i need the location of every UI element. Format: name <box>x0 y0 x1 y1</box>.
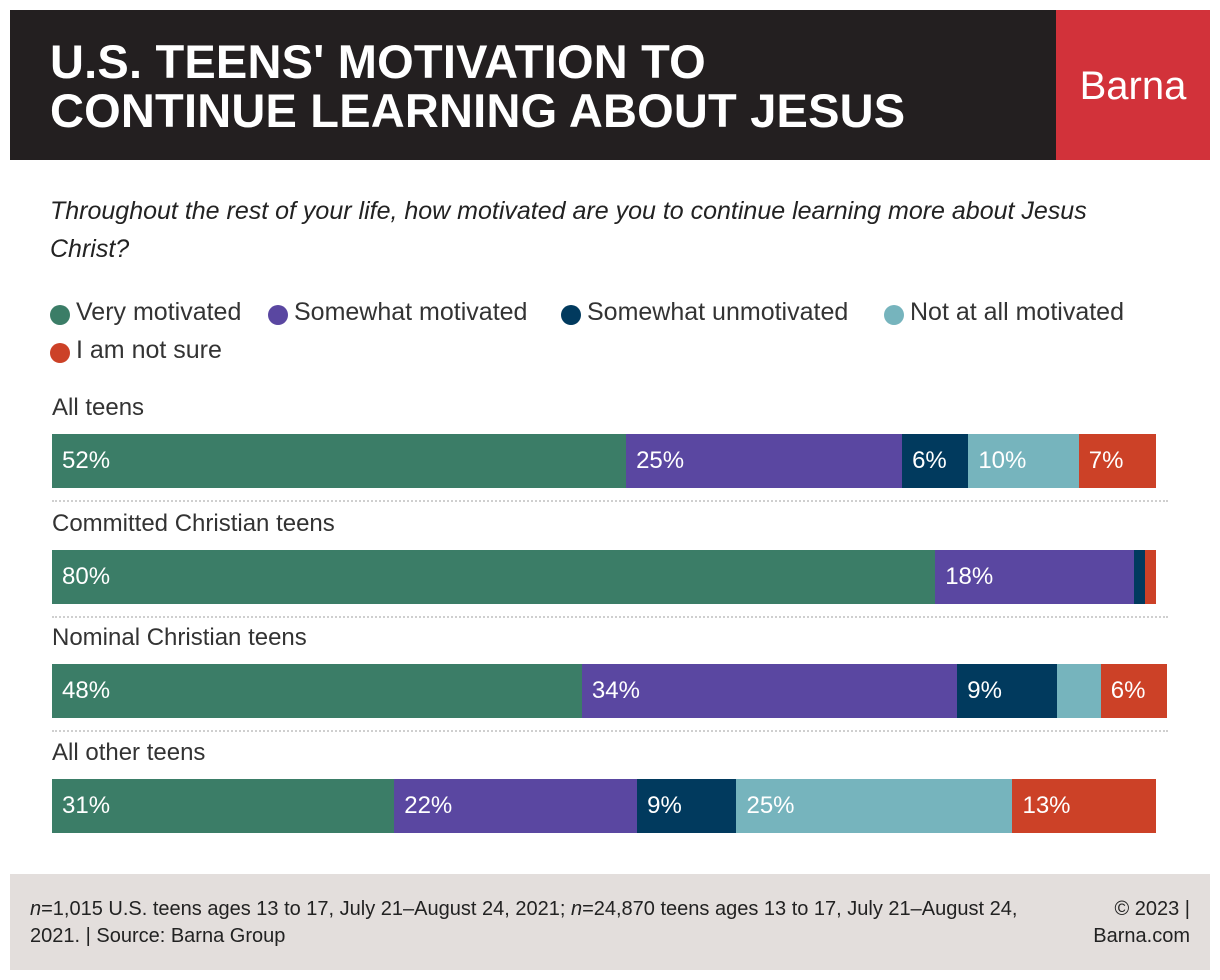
category-label-committed-christian-teens: Committed Christian teens <box>52 510 335 537</box>
data-label: 25% <box>746 792 795 819</box>
brand-logo: Barna <box>1056 10 1210 160</box>
bar-segment-all-other-teens-not-at-all-motivated: 25% <box>736 779 1013 833</box>
survey-question: Throughout the rest of your life, how mo… <box>50 197 1087 263</box>
bar-nominal-christian-teens: 48% 34% 9% 6% <box>52 664 1168 718</box>
sample-note-part-2: =24,870 teens ages 13 to 17, July 21–Aug… <box>30 898 1018 947</box>
n-symbol: n <box>570 898 583 920</box>
bar-segment-all-other-teens-somewhat-unmotivated: 9% <box>637 779 737 833</box>
legend-label: Somewhat unmotivated <box>587 298 849 326</box>
category-label-all-other-teens: All other teens <box>52 739 206 766</box>
chart-title-line-1: U.S. TEENS' MOTIVATION TO <box>50 35 706 88</box>
bar-segment-committed-christian-teens-somewhat-unmotivated <box>1133 550 1145 604</box>
bar-segment-nominal-christian-teens-i-am-not-sure: 6% <box>1100 664 1168 718</box>
legend-swatch <box>50 343 70 363</box>
stacked-bar-chart: All teens 52% 25% 6% 10% 7% Committed Christia… <box>52 394 1182 844</box>
legend-label: Not at all motivated <box>910 298 1124 326</box>
data-label: 10% <box>978 447 1027 474</box>
bar-segment-committed-christian-teens-i-am-not-sure <box>1144 550 1156 604</box>
bar-segment-all-other-teens-somewhat-motivated: 22% <box>394 779 638 833</box>
row-separator <box>52 616 1168 618</box>
brand-logo-text: Barna <box>1079 64 1187 108</box>
data-label: 13% <box>1022 792 1071 819</box>
data-label: 31% <box>62 792 111 819</box>
chart-title-line-2: CONTINUE LEARNING ABOUT JESUS <box>50 84 906 137</box>
bar-segment-all-other-teens-very-motivated: 31% <box>52 779 395 833</box>
bar-segment-all-teens-somewhat-motivated: 25% <box>626 434 903 488</box>
legend-label: I am not sure <box>76 336 222 364</box>
bar-segment-all-teens-not-at-all-motivated: 10% <box>968 434 1079 488</box>
website-line: Barna.com <box>1093 925 1190 947</box>
bar-segment-committed-christian-teens-somewhat-motivated: 18% <box>935 550 1134 604</box>
data-label: 22% <box>404 792 453 819</box>
legend-swatch <box>884 305 904 325</box>
header-bar: U.S. TEENS' MOTIVATION TO CONTINUE LEARN… <box>10 10 1056 160</box>
data-label: 52% <box>62 447 111 474</box>
data-label: 80% <box>62 563 111 590</box>
footer: n=1,015 U.S. teens ages 13 to 17, July 2… <box>10 874 1210 970</box>
bar-segment-nominal-christian-teens-somewhat-motivated: 34% <box>581 664 958 718</box>
bar-segment-nominal-christian-teens-very-motivated: 48% <box>52 664 582 718</box>
bar-segment-all-teens-somewhat-unmotivated: 6% <box>902 434 969 488</box>
sample-note: n=1,015 U.S. teens ages 13 to 17, July 2… <box>30 896 1040 950</box>
bar-all-teens: 52% 25% 6% 10% 7% <box>52 434 1168 488</box>
bar-segment-nominal-christian-teens-not-at-all-motivated <box>1056 664 1101 718</box>
data-label: 18% <box>945 563 994 590</box>
bar-committed-christian-teens: 80% 18% <box>52 550 1168 604</box>
chart-title: U.S. TEENS' MOTIVATION TO CONTINUE LEARN… <box>50 37 1040 135</box>
bar-segment-all-other-teens-i-am-not-sure: 13% <box>1012 779 1156 833</box>
bar-segment-all-teens-very-motivated: 52% <box>52 434 627 488</box>
legend-swatch <box>268 305 288 325</box>
bar-segment-all-teens-i-am-not-sure: 7% <box>1078 434 1156 488</box>
row-separator <box>52 500 1168 502</box>
category-label-nominal-christian-teens: Nominal Christian teens <box>52 624 307 651</box>
bar-segment-nominal-christian-teens-somewhat-unmotivated: 9% <box>957 664 1057 718</box>
sample-note-part-1: =1,015 U.S. teens ages 13 to 17, July 21… <box>41 898 571 920</box>
data-label: 9% <box>647 792 682 819</box>
data-label: 34% <box>591 677 640 704</box>
data-label: 6% <box>1110 677 1146 704</box>
data-label: 6% <box>912 447 947 474</box>
legend-swatch <box>50 305 70 325</box>
copyright-line: © 2023 | <box>1114 898 1190 920</box>
data-label: 7% <box>1088 447 1124 474</box>
data-label: 48% <box>62 677 111 704</box>
legend-label: Very motivated <box>76 298 242 326</box>
bar-all-other-teens: 31% 22% 9% 25% 13% <box>52 779 1168 833</box>
n-symbol: n <box>30 898 42 920</box>
legend-label: Somewhat motivated <box>294 298 528 326</box>
legend-swatch <box>561 305 581 325</box>
row-separator <box>52 730 1168 732</box>
copyright-credit: © 2023 | Barna.com <box>1093 896 1190 950</box>
data-label: 25% <box>636 447 685 474</box>
category-label-all-teens: All teens <box>52 394 145 421</box>
bar-segment-committed-christian-teens-very-motivated: 80% <box>52 550 936 604</box>
data-label: 9% <box>967 677 1002 704</box>
